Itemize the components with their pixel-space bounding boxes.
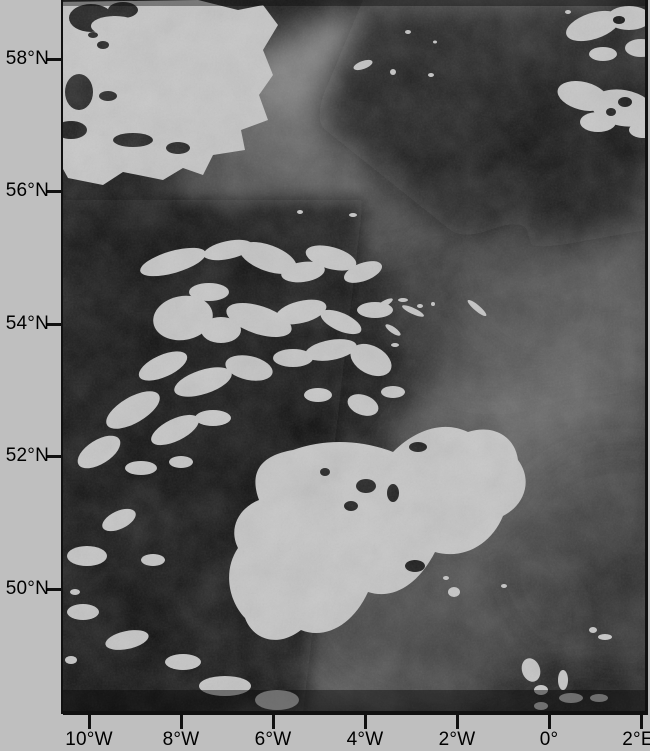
xtick-label-6w: 6°W <box>254 729 292 750</box>
ytick-label-54n: 54°N <box>5 313 49 334</box>
xtick-mark-10w <box>88 714 91 729</box>
xtick-mark-8w <box>180 714 183 729</box>
ytick-mark-52n <box>46 455 61 458</box>
ytick-mark-56n <box>46 190 61 193</box>
xtick-label-2w: 2°W <box>438 729 476 750</box>
satellite-raster <box>63 0 646 712</box>
xtick-mark-2e <box>640 714 643 729</box>
xtick-mark-6w <box>272 714 275 729</box>
xtick-label-4w: 4°W <box>346 729 384 750</box>
ytick-label-50n: 50°N <box>5 578 49 599</box>
ytick-label-58n: 58°N <box>5 48 49 69</box>
axis-bottom-spine <box>61 711 648 714</box>
ytick-mark-58n <box>46 58 61 61</box>
axis-left-spine <box>61 0 63 713</box>
axis-right-spine <box>645 0 648 713</box>
xtick-label-2e: 2°E <box>622 729 650 750</box>
xtick-mark-2w <box>456 714 459 729</box>
ytick-mark-50n <box>46 588 61 591</box>
ytick-label-52n: 52°N <box>5 445 49 466</box>
xtick-label-8w: 8°W <box>162 729 200 750</box>
xtick-label-0: 0° <box>539 729 559 750</box>
xtick-mark-0 <box>548 714 551 729</box>
xtick-mark-4w <box>364 714 367 729</box>
ytick-label-56n: 56°N <box>5 180 49 201</box>
ytick-mark-54n <box>46 323 61 326</box>
map-image-panel[interactable] <box>63 0 648 715</box>
xtick-label-10w: 10°W <box>65 729 113 750</box>
